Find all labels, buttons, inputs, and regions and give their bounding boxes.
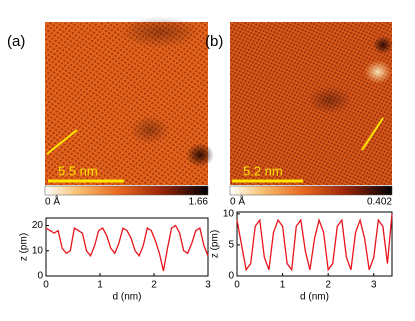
colorbar bbox=[44, 185, 209, 196]
x-tick-label: 0 bbox=[43, 280, 49, 291]
y-tick-label: 0 bbox=[37, 271, 43, 282]
x-tick-label: 0 bbox=[234, 280, 240, 291]
x-tick-label: 3 bbox=[205, 280, 211, 291]
x-axis-label: d (nm) bbox=[300, 292, 329, 303]
x-tick-label: 2 bbox=[325, 280, 331, 291]
colorbar-min: 0 Å bbox=[45, 195, 60, 208]
panel-label: (a) bbox=[7, 33, 25, 50]
colorbar-max: 0.402 bbox=[367, 197, 392, 208]
y-tick-label: 5 bbox=[228, 240, 234, 251]
x-tick-label: 2 bbox=[151, 280, 157, 291]
profile-line bbox=[45, 224, 209, 272]
panel-label: (b) bbox=[205, 33, 223, 50]
plot-frame bbox=[236, 211, 393, 277]
y-tick-label: 0 bbox=[228, 271, 234, 282]
scale-bar-label: 5.2 nm bbox=[243, 163, 283, 178]
stm-image-a bbox=[45, 16, 214, 185]
scale-bar-label: 5.5 nm bbox=[58, 163, 98, 178]
y-tick-label: 10 bbox=[32, 245, 44, 256]
stm-image-b bbox=[230, 22, 393, 185]
x-tick-label: 1 bbox=[97, 280, 103, 291]
x-axis-label: d (nm) bbox=[113, 292, 142, 303]
profile-line bbox=[236, 213, 393, 272]
x-tick-label: 1 bbox=[280, 280, 286, 291]
colorbar-max: 1.66 bbox=[189, 197, 209, 208]
y-tick-label: 20 bbox=[32, 220, 44, 231]
y-tick-label: 10 bbox=[223, 209, 235, 220]
y-axis-label: z (pm) bbox=[210, 230, 221, 258]
colorbar-min: 0 Å bbox=[230, 195, 245, 208]
y-axis-label: z (pm) bbox=[19, 233, 30, 261]
x-tick-label: 3 bbox=[371, 280, 377, 291]
colorbar bbox=[229, 185, 393, 196]
plot-frame bbox=[45, 217, 209, 277]
